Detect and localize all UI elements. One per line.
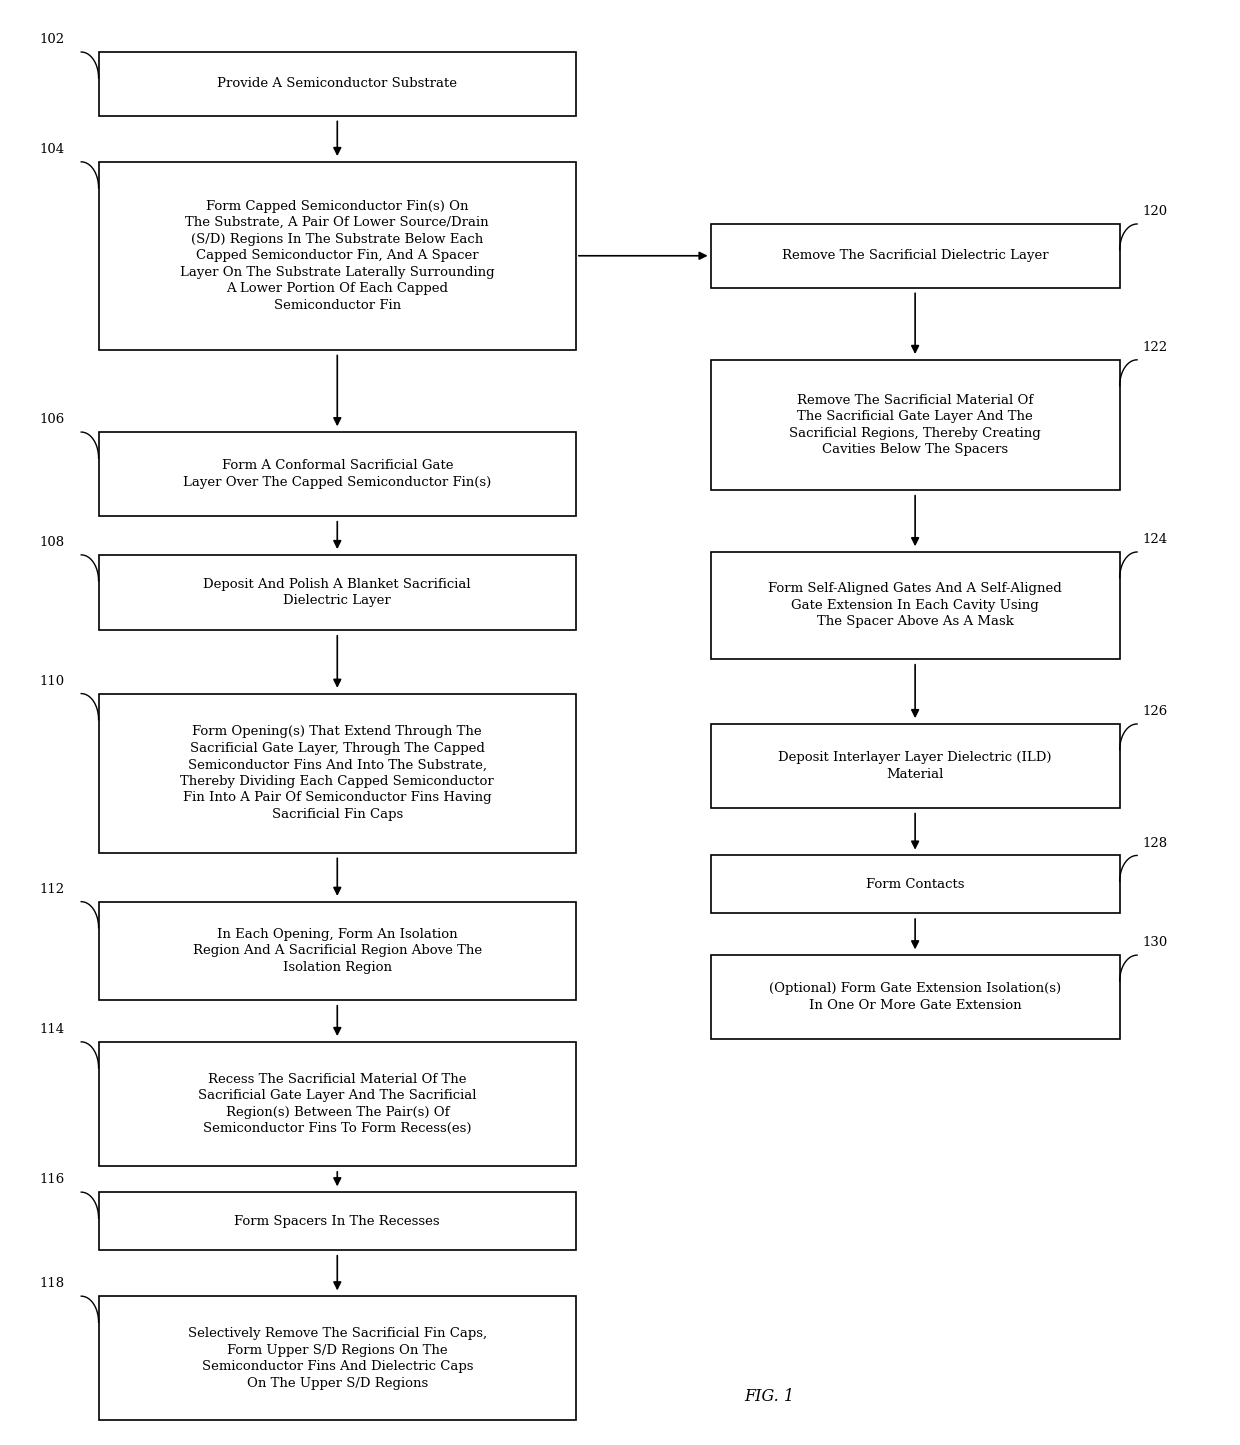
FancyBboxPatch shape — [99, 902, 575, 1000]
Text: 104: 104 — [40, 143, 64, 156]
Text: Form Opening(s) That Extend Through The
Sacrificial Gate Layer, Through The Capp: Form Opening(s) That Extend Through The … — [180, 725, 495, 821]
Text: 130: 130 — [1142, 936, 1167, 949]
Text: 112: 112 — [40, 883, 64, 896]
FancyBboxPatch shape — [711, 360, 1120, 490]
Text: FIG. 1: FIG. 1 — [744, 1387, 794, 1405]
Text: 122: 122 — [1142, 341, 1167, 354]
Text: (Optional) Form Gate Extension Isolation(s)
In One Or More Gate Extension: (Optional) Form Gate Extension Isolation… — [769, 983, 1061, 1011]
Text: 126: 126 — [1142, 705, 1167, 718]
Text: 116: 116 — [40, 1173, 64, 1186]
Text: 118: 118 — [40, 1277, 64, 1290]
FancyBboxPatch shape — [99, 1192, 575, 1250]
Text: 124: 124 — [1142, 533, 1167, 546]
Text: Form Capped Semiconductor Fin(s) On
The Substrate, A Pair Of Lower Source/Drain
: Form Capped Semiconductor Fin(s) On The … — [180, 199, 495, 312]
Text: Form A Conformal Sacrificial Gate
Layer Over The Capped Semiconductor Fin(s): Form A Conformal Sacrificial Gate Layer … — [184, 460, 491, 488]
FancyBboxPatch shape — [99, 162, 575, 350]
Text: In Each Opening, Form An Isolation
Region And A Sacrificial Region Above The
Iso: In Each Opening, Form An Isolation Regio… — [192, 928, 482, 974]
Text: 108: 108 — [40, 536, 64, 549]
FancyBboxPatch shape — [99, 694, 575, 853]
Text: Deposit And Polish A Blanket Sacrificial
Dielectric Layer: Deposit And Polish A Blanket Sacrificial… — [203, 578, 471, 607]
Text: Remove The Sacrificial Material Of
The Sacrificial Gate Layer And The
Sacrificia: Remove The Sacrificial Material Of The S… — [789, 393, 1042, 457]
Text: Form Contacts: Form Contacts — [866, 879, 965, 890]
Text: Provide A Semiconductor Substrate: Provide A Semiconductor Substrate — [217, 78, 458, 90]
Text: Selectively Remove The Sacrificial Fin Caps,
Form Upper S/D Regions On The
Semic: Selectively Remove The Sacrificial Fin C… — [187, 1327, 487, 1390]
Text: 120: 120 — [1142, 205, 1167, 218]
FancyBboxPatch shape — [711, 855, 1120, 913]
Text: 128: 128 — [1142, 837, 1167, 850]
Text: Remove The Sacrificial Dielectric Layer: Remove The Sacrificial Dielectric Layer — [781, 250, 1049, 262]
Text: 106: 106 — [40, 413, 64, 426]
FancyBboxPatch shape — [99, 1296, 575, 1420]
Text: Form Spacers In The Recesses: Form Spacers In The Recesses — [234, 1215, 440, 1227]
FancyBboxPatch shape — [99, 52, 575, 116]
Text: Form Self-Aligned Gates And A Self-Aligned
Gate Extension In Each Cavity Using
T: Form Self-Aligned Gates And A Self-Align… — [769, 582, 1061, 629]
FancyBboxPatch shape — [99, 1042, 575, 1166]
Text: 110: 110 — [40, 675, 64, 688]
FancyBboxPatch shape — [711, 955, 1120, 1039]
Text: 102: 102 — [40, 33, 64, 46]
FancyBboxPatch shape — [99, 432, 575, 516]
FancyBboxPatch shape — [711, 224, 1120, 288]
Text: 114: 114 — [40, 1023, 64, 1036]
Text: Recess The Sacrificial Material Of The
Sacrificial Gate Layer And The Sacrificia: Recess The Sacrificial Material Of The S… — [198, 1072, 476, 1136]
FancyBboxPatch shape — [711, 724, 1120, 808]
Text: Deposit Interlayer Layer Dielectric (ILD)
Material: Deposit Interlayer Layer Dielectric (ILD… — [779, 751, 1052, 780]
FancyBboxPatch shape — [99, 555, 575, 630]
FancyBboxPatch shape — [711, 552, 1120, 659]
